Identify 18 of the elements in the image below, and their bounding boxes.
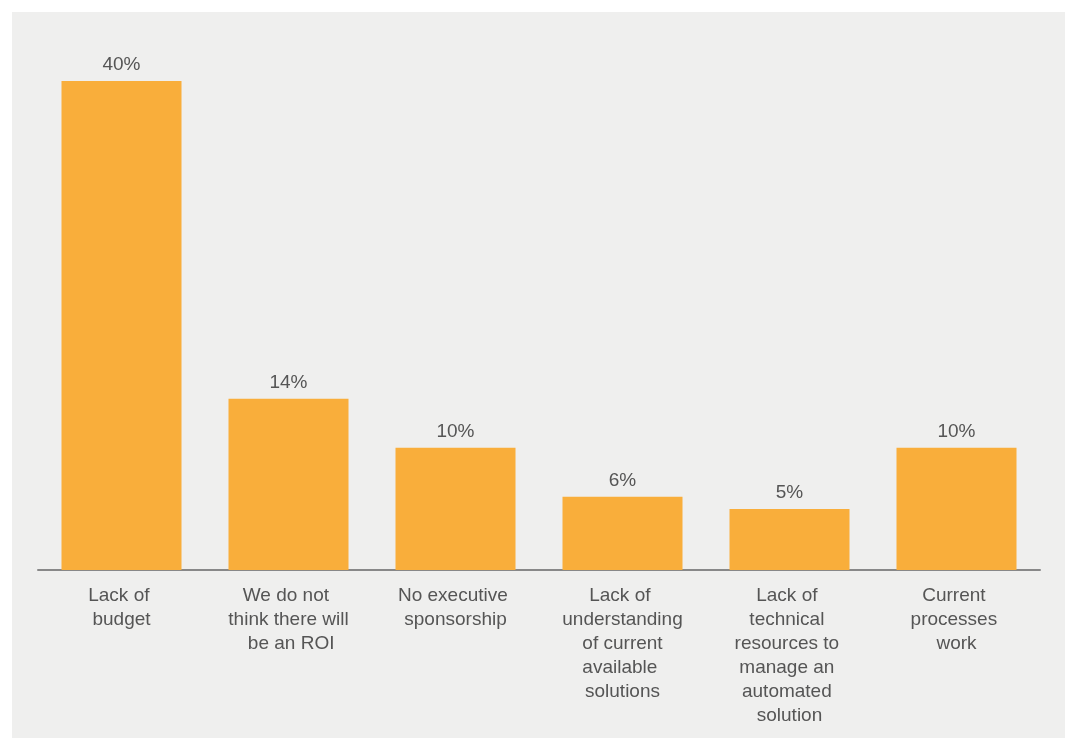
x-tick-label: We do not think there will be an ROI xyxy=(228,583,349,653)
x-tick-label: No executive sponsorship xyxy=(397,583,514,629)
bar xyxy=(562,496,683,570)
bar xyxy=(896,447,1017,570)
data-label: 5% xyxy=(775,480,804,502)
x-tick-label: Current processes work xyxy=(910,583,1003,653)
data-label: 6% xyxy=(608,468,637,490)
bar xyxy=(729,508,850,570)
data-label: 10% xyxy=(937,419,976,441)
data-label: 14% xyxy=(269,370,308,392)
bar xyxy=(228,398,349,570)
bar xyxy=(61,81,182,570)
data-label: 10% xyxy=(436,419,475,441)
bar xyxy=(395,447,516,570)
x-tick-label: Lack of technical resources to manage an automated solution xyxy=(734,583,845,725)
data-label: 40% xyxy=(102,53,141,74)
x-tick-label: Lack of budget xyxy=(88,583,155,629)
x-tick-label: Lack of understanding of current available solutions xyxy=(562,583,683,701)
